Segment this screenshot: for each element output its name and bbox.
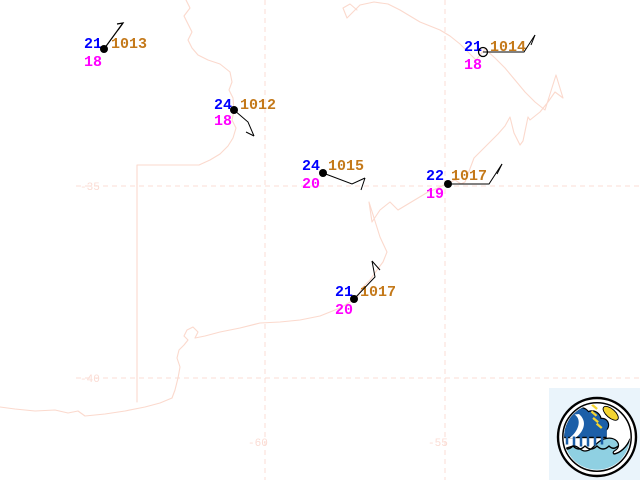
- svg-text:22: 22: [426, 168, 444, 185]
- svg-text:1015: 1015: [328, 158, 364, 175]
- svg-text:18: 18: [214, 113, 232, 130]
- svg-text:1013: 1013: [111, 36, 147, 53]
- svg-text:18: 18: [464, 57, 482, 74]
- svg-text:-40: -40: [80, 374, 100, 386]
- svg-text:-55: -55: [428, 438, 448, 450]
- svg-text:1017: 1017: [451, 168, 487, 185]
- svg-text:19: 19: [426, 186, 444, 203]
- svg-text:24: 24: [302, 158, 320, 175]
- svg-text:20: 20: [302, 176, 320, 193]
- svg-text:-35: -35: [80, 182, 100, 194]
- svg-text:20: 20: [335, 302, 353, 319]
- svg-text:1012: 1012: [240, 97, 276, 114]
- svg-text:24: 24: [214, 97, 232, 114]
- svg-text:18: 18: [84, 54, 102, 71]
- svg-text:1014: 1014: [490, 39, 526, 56]
- svg-text:21: 21: [84, 36, 102, 53]
- svg-text:-60: -60: [248, 438, 268, 450]
